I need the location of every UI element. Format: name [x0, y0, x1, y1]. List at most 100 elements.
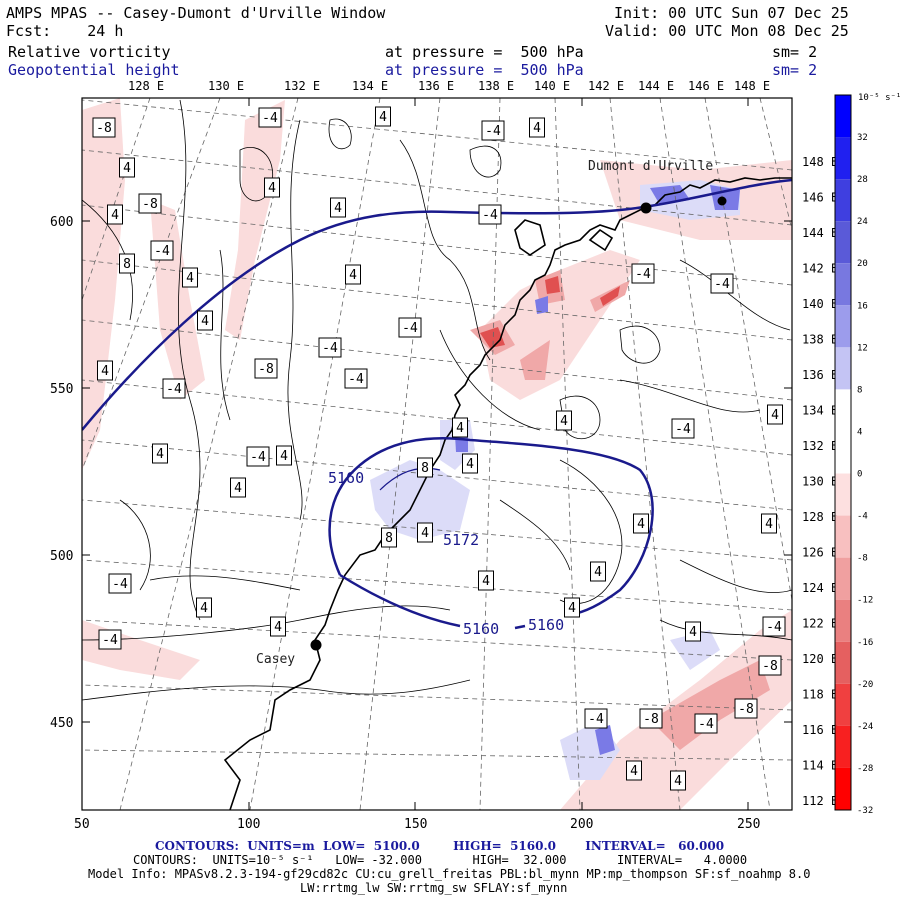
vorticity-label-box: -4	[108, 573, 132, 594]
casey-station-marker[interactable]	[310, 639, 322, 651]
vorticity-label-box: 4	[529, 117, 545, 138]
right-lat-label: 112 E	[802, 794, 838, 808]
colorbar-cell	[835, 557, 851, 600]
vorticity-label-text: -8	[762, 659, 778, 674]
colorbar-cell	[835, 473, 851, 516]
right-lat-label: 134 E	[802, 404, 838, 418]
vorticity-label-text: -4	[588, 712, 604, 727]
colorbar-cell	[835, 767, 851, 810]
vorticity-label-box: -8	[734, 698, 758, 719]
colorbar-cell	[835, 515, 851, 558]
footer-height-contours: CONTOURS: UNITS=m LOW= 5100.0 HIGH= 5160…	[155, 839, 725, 853]
colorbar-cell	[835, 431, 851, 474]
field1-name: Relative vorticity	[8, 43, 171, 61]
right-lat-label: 148 E	[802, 155, 838, 169]
vorticity-label-text: -4	[714, 277, 730, 292]
vorticity-label-box: 4	[670, 770, 686, 791]
colorbar-cell	[835, 137, 851, 180]
colorbar-label: -8	[857, 554, 868, 564]
vorticity-label-box: 4	[564, 597, 580, 618]
vorticity-label-text: -8	[96, 121, 112, 136]
top-lon-label: 134 E	[352, 79, 388, 93]
vorticity-label-text: 4	[771, 408, 779, 423]
vorticity-label-box: -4	[710, 273, 734, 294]
vorticity-label-text: 4	[637, 517, 645, 532]
vorticity-label-text: -8	[643, 712, 659, 727]
dumont-station-marker-2[interactable]	[717, 196, 727, 206]
vorticity-label-box: 4	[152, 443, 168, 464]
top-lon-label: 136 E	[418, 79, 454, 93]
vorticity-label-text: 4	[630, 764, 638, 779]
colorbar-unit: 10⁻⁵ s⁻¹	[858, 93, 900, 103]
vorticity-label-text: 4	[200, 601, 208, 616]
colorbar-cell	[835, 263, 851, 306]
vorticity-label-text: -8	[738, 702, 754, 717]
colorbar-cell	[835, 389, 851, 432]
vorticity-label-text: -4	[102, 633, 118, 648]
vorticity-label-text: 4	[274, 620, 282, 635]
dumont-station-marker[interactable]	[640, 202, 652, 214]
vorticity-label-box: -4	[98, 629, 122, 650]
colorbar-cell	[835, 347, 851, 390]
right-lat-label: 140 E	[802, 297, 838, 311]
vorticity-label-text: 4	[334, 201, 342, 216]
vorticity-label-box: -4	[584, 708, 608, 729]
colorbar-cell	[835, 683, 851, 726]
vorticity-label-text: 4	[123, 161, 131, 176]
vorticity-label-text: 4	[156, 447, 164, 462]
right-lat-label: 118 E	[802, 688, 838, 702]
top-lon-label: 128 E	[128, 79, 164, 93]
vorticity-label-box: 8	[381, 527, 397, 548]
colorbar-label: 20	[857, 259, 868, 269]
map-frame	[81, 97, 793, 811]
right-lat-label: 116 E	[802, 723, 838, 737]
vorticity-label-text: 4	[186, 271, 194, 286]
geopotential-contours-inner	[379, 467, 441, 491]
vorticity-label-box: 4	[626, 760, 642, 781]
right-lat-label: 130 E	[802, 475, 838, 489]
x-tick-50: 50	[74, 817, 90, 832]
colorbar-cell	[835, 179, 851, 222]
graticule	[82, 98, 792, 810]
vorticity-label-box: 4	[264, 177, 280, 198]
vorticity-label-text: -4	[166, 382, 182, 397]
vorticity-labels: -8 -4 4 -4 4 4 4 -8 4 -4 4 -4 8 4 4 -4 -4 4 -4 -4 4 -8 -4 -4 4 -4…	[92, 106, 786, 791]
colorbar-cell	[835, 599, 851, 642]
colorbar-label: 16	[857, 301, 868, 311]
vorticity-label-text: 4	[568, 601, 576, 616]
y-tick-450: 450	[50, 716, 73, 731]
vorticity-label-text: -4	[154, 244, 170, 259]
field2-pressure: at pressure = 500 hPa	[385, 61, 584, 79]
height-label-1: 5160	[328, 469, 364, 487]
right-lat-label: 120 E	[802, 652, 838, 666]
colorbar-label: -32	[857, 806, 873, 816]
colorbar-label: 4	[857, 427, 862, 437]
vorticity-label-text: 4	[349, 268, 357, 283]
vorticity-label-box: 8	[417, 457, 433, 478]
y-tick-550: 550	[50, 382, 73, 397]
vorticity-label-box: -4	[318, 337, 342, 358]
vorticity-label-text: 8	[385, 531, 393, 546]
vorticity-label-box: 4	[345, 264, 361, 285]
right-lat-label: 122 E	[802, 617, 838, 631]
right-lat-label: 114 E	[802, 759, 838, 773]
right-lat-label: 146 E	[802, 191, 838, 205]
top-lon-label: 146 E	[688, 79, 724, 93]
init-time: Init: 00 UTC Sun 07 Dec 25	[614, 4, 849, 22]
colorbar-label: -28	[857, 764, 873, 774]
vorticity-label-text: 4	[482, 574, 490, 589]
vorticity-contours	[82, 99, 792, 701]
right-latitude-labels: 148 E 146 E 144 E 142 E 140 E 138 E 136 E 134 E…	[802, 155, 838, 808]
colorbar-label: -12	[857, 596, 873, 606]
top-lon-label: 132 E	[284, 79, 320, 93]
top-lon-label: 144 E	[638, 79, 674, 93]
vorticity-label-box: -8	[92, 117, 116, 138]
right-lat-label: 128 E	[802, 510, 838, 524]
vorticity-label-text: 4	[379, 110, 387, 125]
vorticity-label-text: -4	[766, 620, 782, 635]
right-lat-label: 138 E	[802, 333, 838, 347]
vorticity-label-box: 4	[97, 360, 113, 381]
vorticity-label-box: -8	[138, 193, 162, 214]
colorbar-cell	[835, 725, 851, 768]
